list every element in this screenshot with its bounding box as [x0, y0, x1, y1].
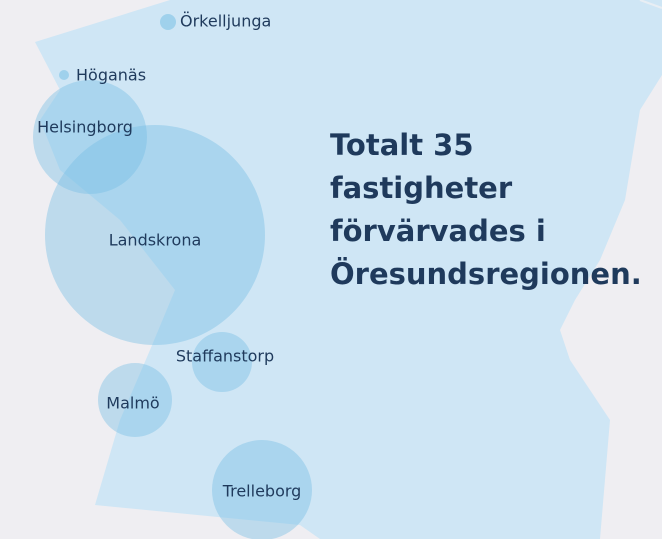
place-label: Örkelljunga — [180, 12, 271, 31]
place-label: Helsingborg — [37, 118, 133, 137]
place-label: Malmö — [106, 394, 159, 413]
place-bubble — [33, 80, 147, 194]
place-bubble — [160, 14, 176, 30]
place-bubble — [192, 332, 252, 392]
place-label: Landskrona — [109, 231, 202, 250]
place-label: Höganäs — [76, 66, 146, 85]
land — [35, 0, 662, 539]
place-bubble — [45, 125, 265, 345]
place-label: Staffanstorp — [176, 347, 274, 366]
place-bubble — [212, 440, 312, 539]
place-label: Trelleborg — [222, 482, 302, 501]
place-bubble — [98, 363, 172, 437]
place-bubble — [59, 70, 69, 80]
headline: Totalt 35 fastigheter förvärvades i Öres… — [330, 128, 642, 291]
border — [639, 0, 662, 9]
